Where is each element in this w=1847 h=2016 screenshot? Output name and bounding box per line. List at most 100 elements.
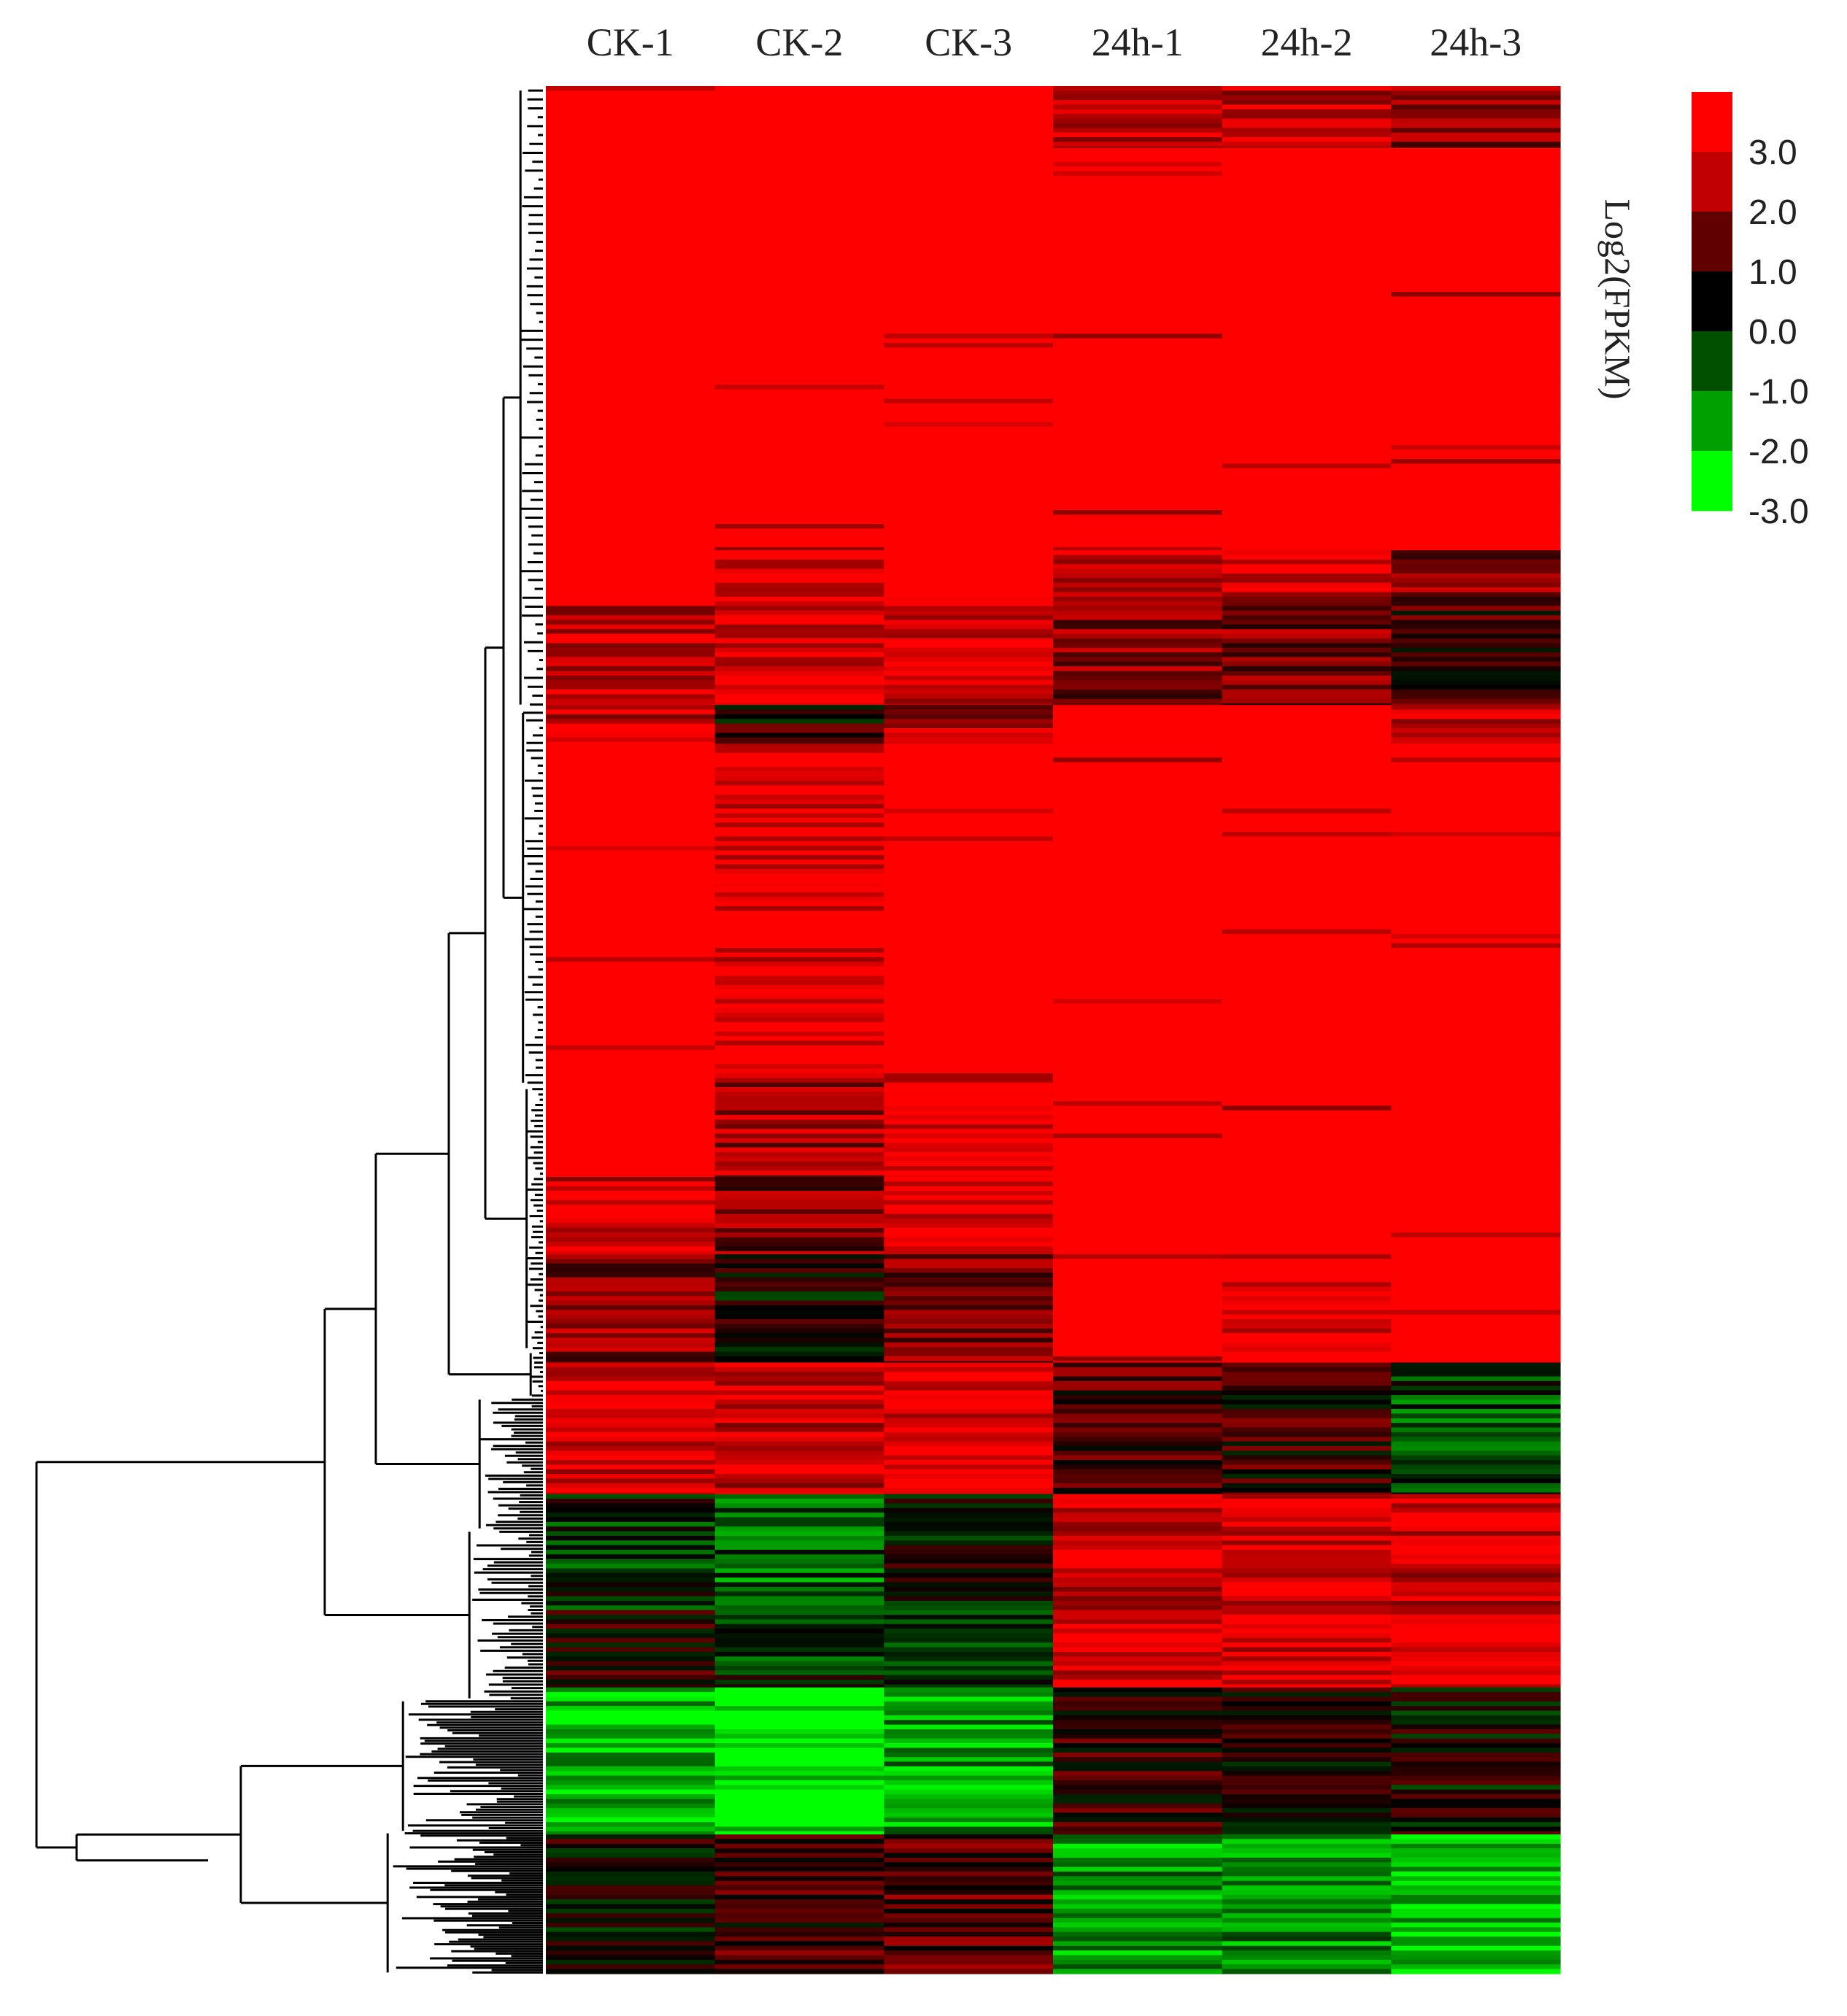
colorbar: 3.02.01.00.0-1.0-2.0-3.0	[1692, 92, 1809, 531]
heatmap-cell	[1391, 1129, 1561, 1135]
heatmap-cell	[884, 1623, 1054, 1629]
heatmap-cell	[714, 1715, 884, 1720]
heatmap-cell	[546, 652, 716, 658]
heatmap-cell	[714, 142, 884, 147]
heatmap-cell	[1391, 1743, 1561, 1749]
heatmap-cell	[1391, 564, 1561, 570]
heatmap-cell	[1053, 1286, 1223, 1292]
heatmap-cell	[1053, 1319, 1223, 1324]
heatmap-cell	[546, 705, 716, 711]
heatmap-cell	[1391, 505, 1561, 511]
heatmap-cell	[546, 1068, 716, 1074]
heatmap-cell	[884, 1394, 1054, 1400]
heatmap-cell	[546, 596, 716, 602]
heatmap-cell	[884, 1488, 1054, 1494]
heatmap-cell	[1222, 1045, 1392, 1051]
heatmap-cell	[884, 785, 1054, 791]
heatmap-cell	[1222, 90, 1392, 96]
heatmap-cell	[1222, 601, 1392, 607]
heatmap-cell	[1053, 943, 1223, 949]
heatmap-cell	[1222, 477, 1392, 483]
heatmap-cell	[1053, 1078, 1223, 1084]
heatmap-cell	[1391, 104, 1561, 110]
heatmap-cell	[546, 241, 716, 247]
heatmap-cell	[884, 231, 1054, 237]
heatmap-cell	[884, 1219, 1054, 1224]
heatmap-cell	[1391, 1200, 1561, 1205]
heatmap-cell	[714, 132, 884, 138]
heatmap-cell	[546, 1205, 716, 1210]
heatmap-cell	[1053, 1885, 1223, 1891]
heatmap-cell	[1053, 1955, 1223, 1961]
heatmap-cell	[1053, 1268, 1223, 1274]
heatmap-cell	[884, 1031, 1054, 1037]
heatmap-cell	[884, 1356, 1054, 1362]
heatmap-cell	[1222, 204, 1392, 209]
heatmap-cell	[546, 952, 716, 958]
heatmap-cell	[884, 733, 1054, 738]
heatmap-cell	[714, 1209, 884, 1215]
heatmap-cell	[546, 966, 716, 972]
heatmap-cell	[1053, 1166, 1223, 1172]
heatmap-cell	[884, 1376, 1054, 1382]
heatmap-cell	[546, 684, 716, 690]
heatmap-cell	[1391, 795, 1561, 800]
heatmap-cell	[884, 1724, 1054, 1730]
heatmap-cell	[714, 417, 884, 422]
heatmap-cell	[1391, 1441, 1561, 1447]
heatmap-cell	[714, 440, 884, 446]
heatmap-cell	[884, 1955, 1054, 1961]
heatmap-cell	[1222, 1839, 1392, 1845]
heatmap-cell	[1391, 385, 1561, 390]
heatmap-cell	[884, 568, 1054, 574]
heatmap-cell	[1222, 1526, 1392, 1532]
heatmap-cell	[714, 95, 884, 101]
heatmap-cell	[1391, 666, 1561, 672]
heatmap-cell	[546, 166, 716, 172]
heatmap-cell	[884, 1596, 1054, 1602]
heatmap-cell	[546, 742, 716, 744]
heatmap-cell	[1391, 282, 1561, 288]
heatmap-cell	[1053, 449, 1223, 455]
heatmap-cell	[1222, 1073, 1392, 1078]
heatmap-cell	[714, 198, 884, 204]
heatmap-cell	[1053, 314, 1223, 320]
heatmap-cell	[1222, 1161, 1392, 1167]
heatmap-cell	[1053, 550, 1223, 556]
heatmap-cell	[1053, 241, 1223, 247]
heatmap-cell	[714, 194, 884, 200]
heatmap-cell	[1391, 1885, 1561, 1891]
heatmap-cell	[1222, 1564, 1392, 1569]
heatmap-cell	[714, 1839, 884, 1845]
heatmap-cell	[1053, 1941, 1223, 1947]
heatmap-cell	[1053, 999, 1223, 1005]
heatmap-cell	[1391, 185, 1561, 190]
heatmap-cell	[1053, 573, 1223, 579]
heatmap-cell	[1222, 417, 1392, 422]
heatmap-cell	[884, 1064, 1054, 1070]
heatmap-cell	[884, 1931, 1054, 1937]
heatmap-cell	[1222, 100, 1392, 106]
heatmap-cell	[884, 1706, 1054, 1712]
heatmap-cell	[714, 1376, 884, 1382]
heatmap-cell	[884, 817, 1054, 823]
heatmap-cell	[1391, 259, 1561, 265]
heatmap-cell	[1391, 194, 1561, 200]
heatmap-cell	[884, 680, 1054, 686]
heatmap-cell	[546, 1917, 716, 1923]
heatmap-cell	[1222, 1872, 1392, 1877]
heatmap-cell	[1391, 236, 1561, 242]
heatmap-cell	[1053, 1324, 1223, 1329]
heatmap-cell	[1391, 198, 1561, 204]
heatmap-cell	[884, 1423, 1054, 1429]
heatmap-cell	[714, 1941, 884, 1947]
heatmap-cell	[884, 194, 1054, 200]
heatmap-cell	[1222, 1596, 1392, 1602]
heatmap-cell	[1222, 114, 1392, 120]
heatmap-cell	[1222, 1399, 1392, 1405]
heatmap-cell	[1053, 1564, 1223, 1569]
heatmap-cell	[1053, 1687, 1223, 1693]
heatmap-cell	[1053, 519, 1223, 525]
heatmap-cell	[714, 943, 884, 949]
heatmap-cell	[714, 538, 884, 544]
